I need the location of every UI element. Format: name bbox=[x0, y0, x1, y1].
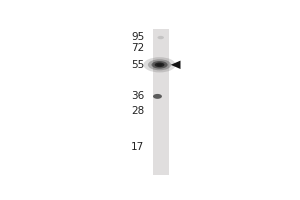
Polygon shape bbox=[171, 61, 181, 69]
Bar bbox=[153, 29, 169, 175]
Text: 17: 17 bbox=[131, 142, 145, 152]
Ellipse shape bbox=[148, 59, 171, 70]
Ellipse shape bbox=[157, 64, 162, 66]
Ellipse shape bbox=[152, 61, 168, 69]
Ellipse shape bbox=[143, 57, 176, 72]
Text: 72: 72 bbox=[131, 43, 145, 53]
Text: 55: 55 bbox=[131, 60, 145, 70]
Ellipse shape bbox=[153, 94, 162, 99]
Text: 95: 95 bbox=[131, 32, 145, 42]
Ellipse shape bbox=[154, 62, 164, 67]
Text: 36: 36 bbox=[131, 91, 145, 101]
Text: 28: 28 bbox=[131, 106, 145, 116]
Ellipse shape bbox=[158, 36, 164, 39]
